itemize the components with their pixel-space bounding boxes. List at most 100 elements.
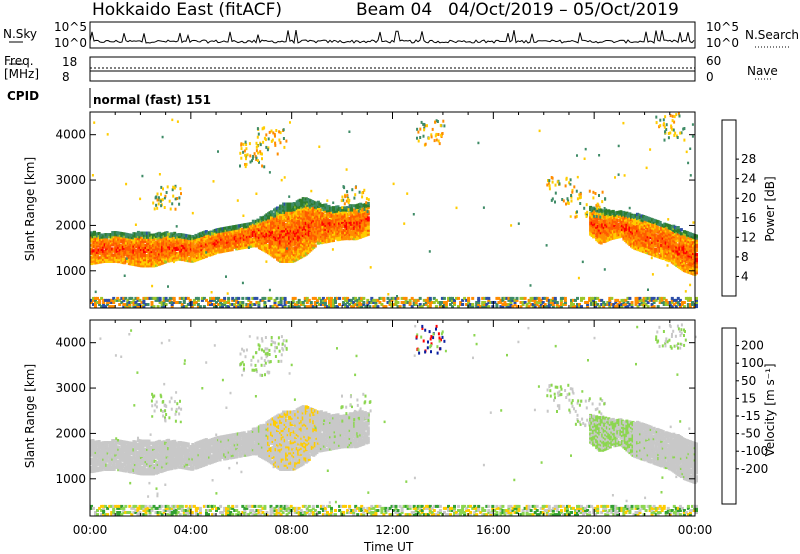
scatter-cell xyxy=(91,239,95,243)
scatter-cell xyxy=(277,246,281,250)
scatter-cell xyxy=(396,296,400,300)
scatter-cell xyxy=(90,261,93,266)
scatter-cell xyxy=(110,301,114,304)
scatter-cell xyxy=(652,247,656,251)
scatter-cell xyxy=(150,305,154,309)
scatter-cell xyxy=(194,296,198,300)
scatter-cell xyxy=(501,296,505,300)
scatter-cell xyxy=(424,301,428,304)
scatter-cell xyxy=(617,231,621,235)
scatter-cell xyxy=(130,233,134,238)
scatter-cell xyxy=(650,296,654,300)
scatter-cell xyxy=(167,245,171,249)
scatter-cell xyxy=(519,301,523,304)
scatter-cell xyxy=(640,218,644,222)
scatter-cell xyxy=(96,234,99,238)
scatter-cell xyxy=(274,240,278,244)
scatter-cell xyxy=(495,305,499,309)
scatter-cell xyxy=(547,298,551,302)
scatter-cell xyxy=(437,133,440,136)
scatter-cell xyxy=(511,305,515,309)
scatter-cell xyxy=(160,185,163,189)
scatter-cell xyxy=(241,246,245,250)
scatter-cell xyxy=(546,183,549,187)
scatter-cell xyxy=(237,303,241,306)
scatter-cell xyxy=(507,305,511,309)
scatter-cell xyxy=(324,232,328,236)
scatter-cell xyxy=(277,301,281,304)
scatter-cell xyxy=(327,239,331,243)
scatter-cell xyxy=(642,301,646,304)
scatter-cell xyxy=(251,159,253,163)
scatter-cell xyxy=(96,252,99,256)
scatter-cell xyxy=(695,296,698,300)
scatter-cell xyxy=(513,303,517,306)
scatter-cell xyxy=(265,217,269,221)
scatter-cell xyxy=(642,296,646,300)
scatter-cell xyxy=(140,305,144,309)
scatter-cell xyxy=(293,296,297,300)
scatter-cell xyxy=(567,199,570,203)
scatter-cell xyxy=(569,178,572,182)
scatter-cell xyxy=(665,123,668,127)
scatter-cell xyxy=(374,298,378,302)
scatter-cell xyxy=(136,230,140,235)
scatter-cell xyxy=(611,209,615,214)
scatter-cell xyxy=(142,303,146,306)
scatter-cell xyxy=(674,131,677,135)
scatter-cell xyxy=(595,204,598,208)
scatter-cell xyxy=(257,303,261,306)
scatter-cell xyxy=(177,237,181,241)
scatter-cell xyxy=(253,221,257,225)
scatter-cell xyxy=(336,209,340,213)
scatter-cell xyxy=(283,298,287,302)
scatter-cell xyxy=(164,298,168,302)
scatter-cell xyxy=(276,152,279,156)
scatter-cell xyxy=(132,303,136,306)
scatter-cell xyxy=(394,301,398,304)
scatter-cell xyxy=(683,127,686,130)
scatter-cell xyxy=(229,225,233,229)
scatter-cell xyxy=(362,301,366,304)
scatter-cell xyxy=(273,255,276,259)
scatter-cell xyxy=(354,303,358,306)
scatter-cell xyxy=(580,305,583,309)
scatter-cell xyxy=(288,233,292,237)
scatter-cell xyxy=(150,296,154,300)
scatter-cell xyxy=(363,208,366,211)
scatter-cell xyxy=(293,305,297,309)
scatter-cell xyxy=(422,298,426,302)
scatter-cell xyxy=(616,233,620,237)
scatter-cell xyxy=(305,298,309,302)
scatter-cell xyxy=(412,303,416,306)
scatter-cell xyxy=(561,198,564,201)
scatter-cell xyxy=(191,237,195,241)
scatter-cell xyxy=(204,248,208,252)
scatter-cell xyxy=(664,303,668,306)
scatter-cell xyxy=(602,305,606,309)
scatter-cell xyxy=(251,296,255,300)
scatter-cell xyxy=(660,296,664,300)
scatter-cell xyxy=(211,296,214,300)
scatter-cell xyxy=(330,296,333,300)
scatter-cell xyxy=(592,196,595,200)
scatter-cell xyxy=(211,303,214,306)
scatter-cell xyxy=(346,296,350,300)
scatter-cell xyxy=(301,254,305,258)
scatter-cell xyxy=(96,260,99,265)
scatter-cell xyxy=(245,157,247,161)
scatter-cell xyxy=(167,257,171,261)
scatter-cell xyxy=(309,303,313,306)
scatter-cell xyxy=(350,305,354,309)
scatter-cell xyxy=(579,192,582,196)
scatter-cell xyxy=(535,296,539,300)
scatter-cell xyxy=(679,228,683,232)
scatter-cell xyxy=(301,209,305,213)
scatter-cell xyxy=(263,305,267,309)
scatter-cell xyxy=(348,303,352,306)
scatter-cell xyxy=(616,235,620,239)
scatter-cell xyxy=(638,303,642,306)
scatter-cell xyxy=(301,301,305,304)
scatter-cell xyxy=(606,301,610,304)
scatter-cell xyxy=(301,207,305,211)
